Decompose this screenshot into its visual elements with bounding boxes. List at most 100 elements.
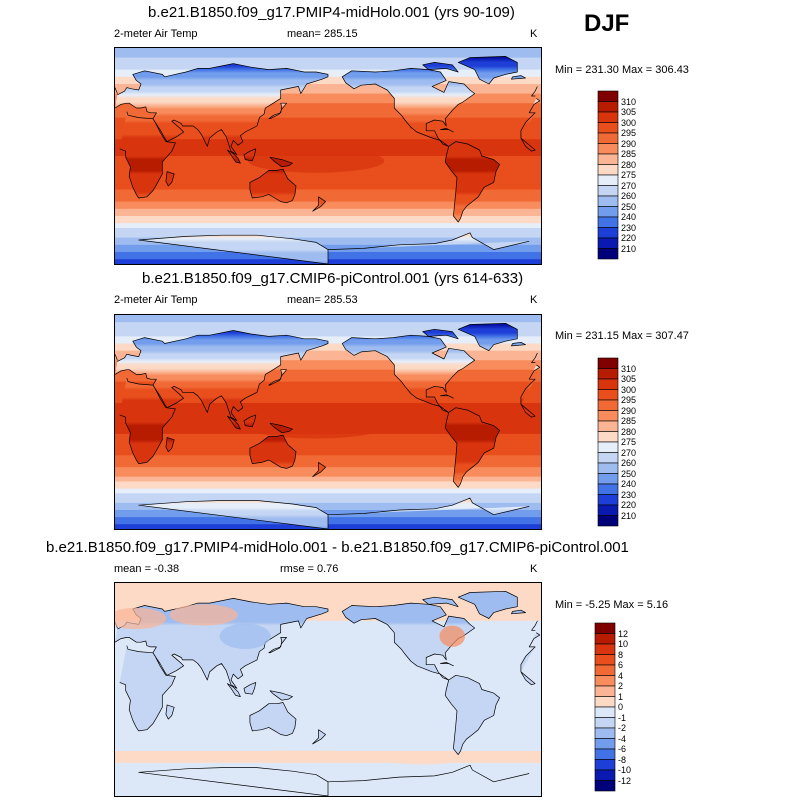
continent-outline (165, 437, 175, 453)
continent-outline (341, 602, 476, 681)
ocean-band (115, 512, 541, 516)
ocean-band (115, 381, 541, 385)
continent-outline (269, 422, 293, 434)
ocean-band (115, 230, 541, 234)
ocean-band (115, 345, 541, 349)
ocean-band (115, 488, 541, 492)
panel-1-colorbar-swatch (597, 248, 619, 260)
panel-2-colorbar-tick-label: 270 (621, 447, 637, 458)
panel-3-colorbar-swatch (594, 685, 616, 697)
ocean-band (115, 388, 541, 392)
ocean-band (115, 715, 541, 719)
ocean-band (115, 69, 541, 73)
ocean-band (115, 57, 541, 61)
ocean-band (115, 383, 541, 387)
ocean-band (115, 585, 541, 589)
ocean-band (115, 376, 541, 380)
ocean-band (115, 486, 541, 490)
ocean-band (115, 495, 541, 499)
continent-outline (312, 729, 326, 745)
panel-2-colorbar-tick-label: 275 (621, 437, 637, 447)
panel-2-colorbar-swatch (597, 515, 619, 527)
ocean-band (115, 646, 541, 650)
ocean-band (115, 765, 541, 769)
continent-outline (243, 682, 257, 695)
panel-1-colorbar-tick-label: 250 (621, 201, 637, 212)
ocean-band (115, 180, 541, 183)
continent-outline (444, 674, 500, 755)
continent-outline (269, 156, 293, 168)
ocean-band (115, 689, 541, 693)
ocean-band (115, 509, 541, 513)
ocean-band (115, 117, 541, 121)
ocean-band (115, 329, 541, 333)
ocean-band (115, 623, 541, 627)
panel-1-colorbar-swatch (597, 185, 619, 197)
panel-2-colorbar-swatch (597, 431, 619, 443)
panel-2-colorbar-tick-label: 285 (621, 416, 637, 426)
ocean-band (115, 412, 541, 416)
panel-1-units: K (530, 28, 538, 40)
ocean-band (115, 199, 541, 203)
ocean-band (115, 410, 541, 414)
panel-3-colorbar-tick-label: -2 (618, 723, 627, 733)
ocean-band (115, 597, 541, 601)
ocean-band (115, 146, 541, 150)
continent-outline (422, 62, 459, 73)
ocean-band (115, 235, 541, 239)
ocean-band (115, 398, 541, 402)
panel-1-colorbar-tick-label: 290 (621, 138, 637, 149)
anomaly-region (240, 750, 369, 759)
panel-2-colorbar-swatch (597, 410, 619, 422)
panel-1-title: b.e21.B1850.f09_g17.PMIP4-midHolo.001 (y… (148, 4, 515, 21)
ocean-band (115, 357, 541, 361)
continent-outline (312, 462, 326, 478)
panel-2-colorbar-swatch (597, 399, 619, 411)
ocean-band (115, 216, 541, 219)
ocean-band (115, 762, 541, 766)
continent-outline (268, 369, 287, 386)
ocean-band (115, 400, 541, 404)
ocean-band (115, 112, 541, 116)
panel-2-colorbar-swatch (597, 473, 619, 485)
ocean-band (115, 632, 541, 636)
ocean-band (115, 687, 541, 691)
anomaly-region (388, 756, 457, 765)
ocean-band (115, 108, 541, 111)
ocean-band (115, 336, 541, 340)
ocean-band (115, 334, 541, 337)
continent-outline (269, 690, 293, 701)
ocean-band (115, 713, 541, 717)
ocean-band (115, 682, 541, 686)
ocean-band (115, 196, 541, 200)
continent-outline (138, 232, 530, 264)
ocean-band (115, 732, 541, 736)
panel-3-colorbar-swatch (594, 622, 616, 634)
panel-3-colorbar-swatch (594, 727, 616, 739)
ocean-band (115, 55, 541, 59)
panel-2-title: b.e21.B1850.f09_g17.CMIP6-piControl.001 … (142, 270, 524, 287)
continent-outline (165, 704, 175, 720)
ocean-band (115, 438, 541, 442)
ocean-band (115, 457, 541, 461)
panel-2-colorbar-tick-label: 290 (621, 405, 637, 416)
panel-2-colorbar-tick-label: 210 (621, 510, 637, 521)
ocean-band (115, 460, 541, 464)
panel-2-colorbar-swatch (597, 357, 619, 369)
ocean-band (115, 110, 541, 114)
panel-1-colorbar-tick-label: 310 (621, 96, 637, 107)
ocean-band (115, 483, 541, 487)
panel-2-colorbar-swatch (597, 389, 619, 401)
ocean-band (115, 720, 541, 724)
panel-1-colorbar-tick-label: 300 (621, 117, 637, 128)
continent-outline (422, 596, 459, 608)
ocean-band (115, 722, 541, 726)
continent-outline (511, 75, 526, 80)
panel-2-units: K (530, 294, 538, 306)
ocean-band (115, 587, 541, 591)
ocean-band (115, 122, 541, 126)
panel-1-colorbar-tick-label: 295 (621, 128, 637, 138)
ocean-band (115, 84, 541, 87)
panel-3-colorbar-swatch (594, 633, 616, 645)
ocean-band (115, 86, 541, 90)
